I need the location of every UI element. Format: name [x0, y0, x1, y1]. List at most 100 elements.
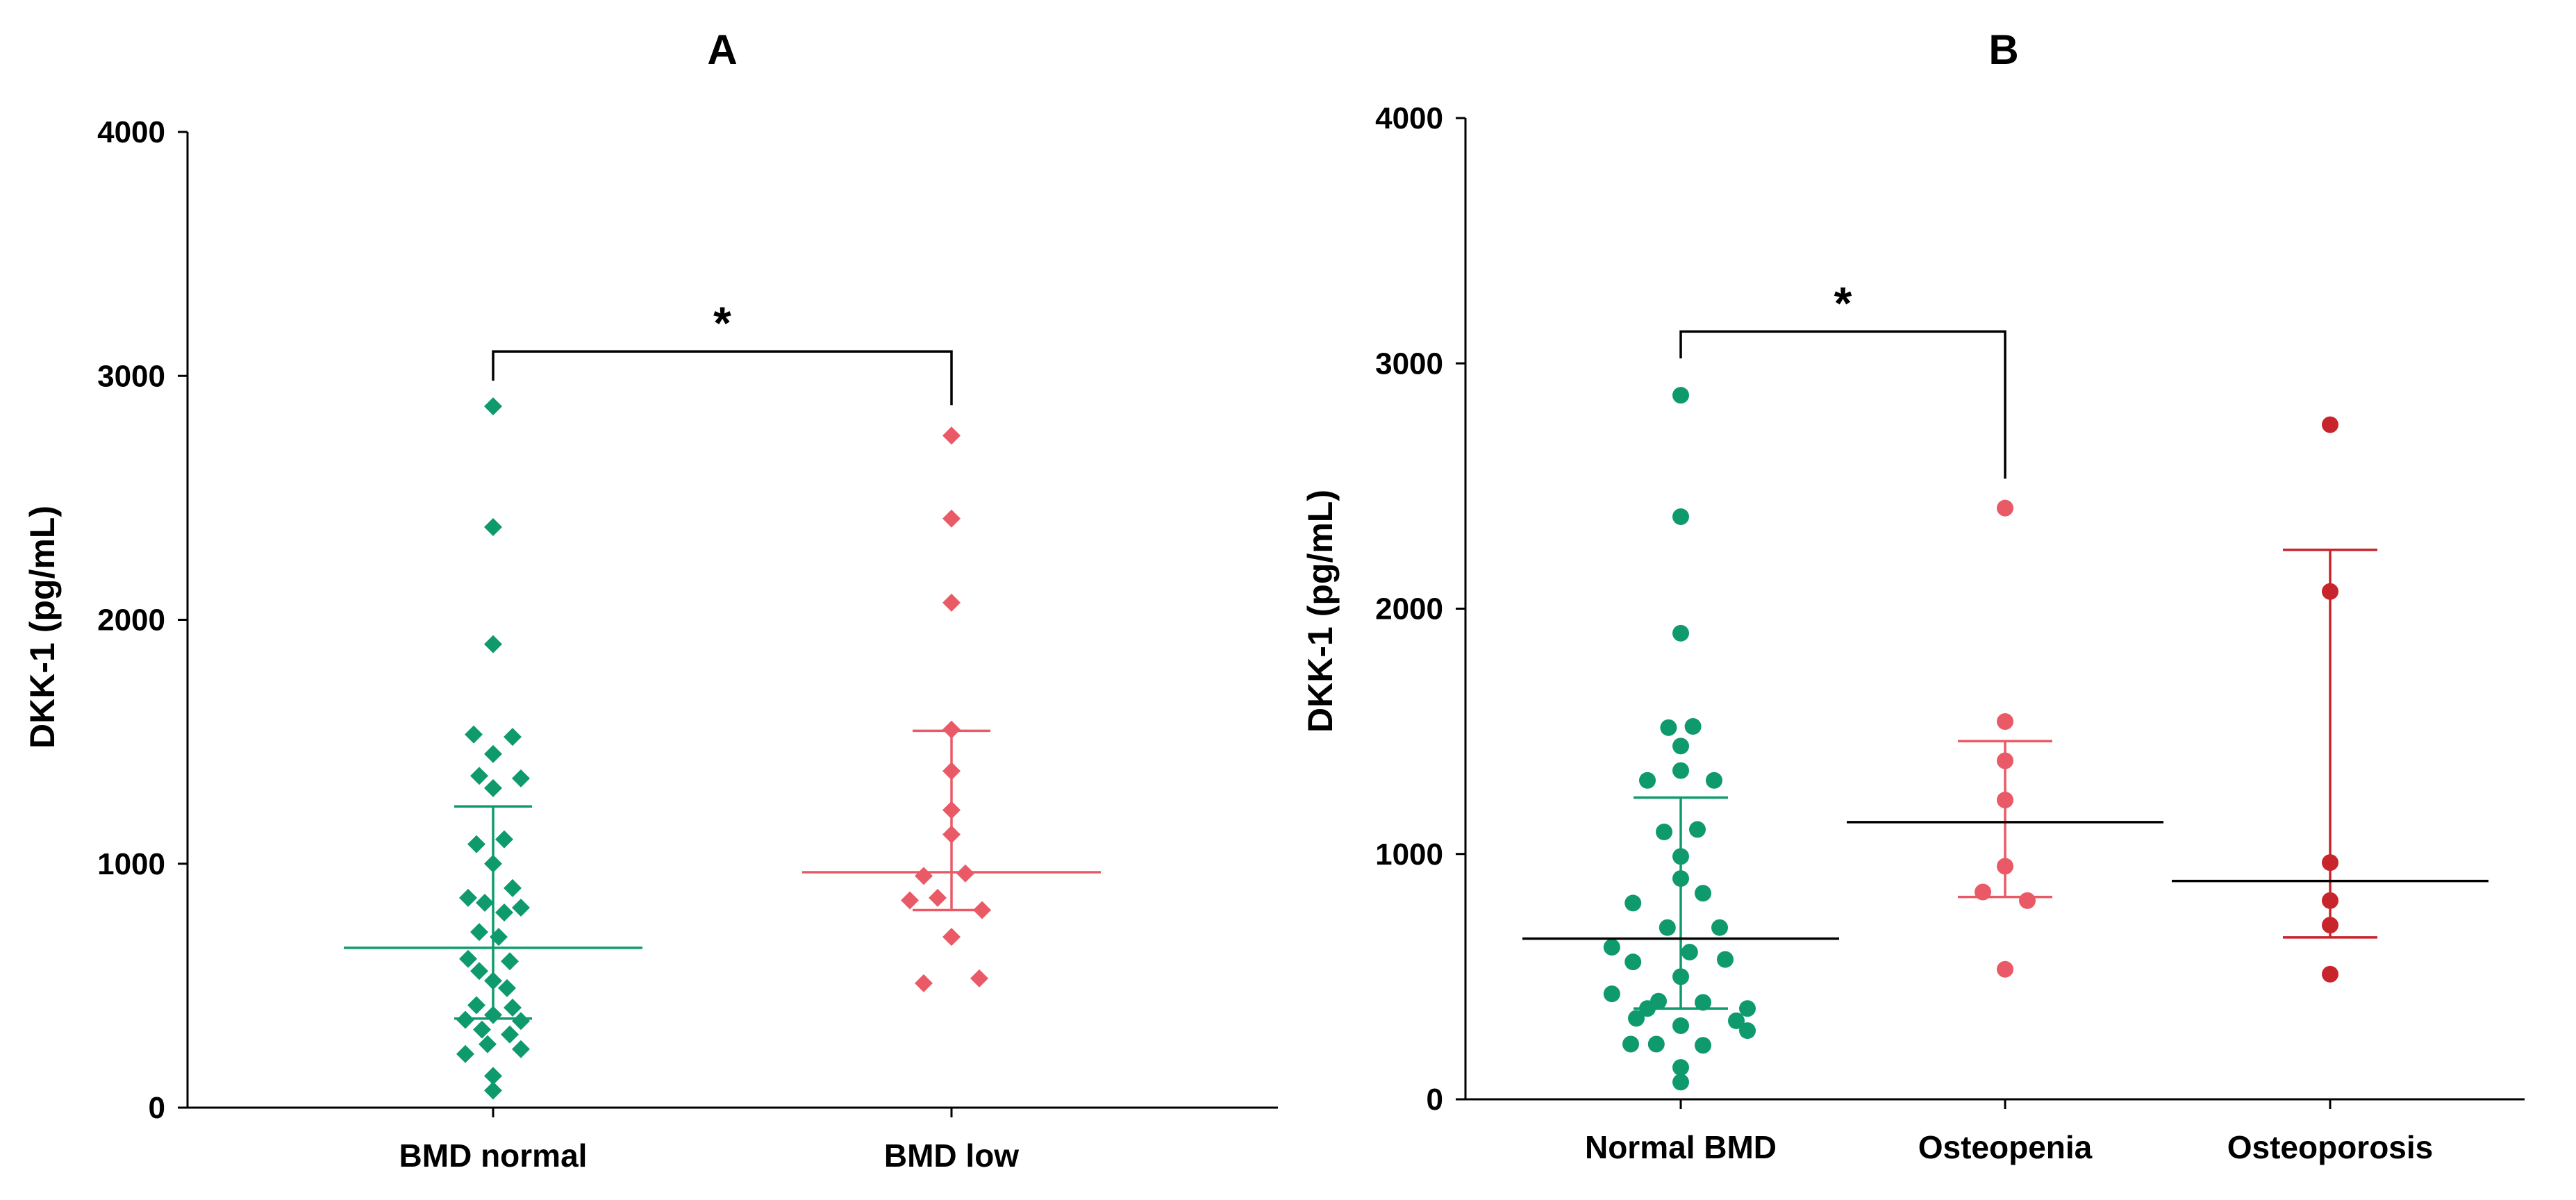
data-point — [512, 769, 530, 788]
data-point — [1672, 738, 1689, 755]
data-point — [504, 998, 522, 1017]
data-point — [1717, 951, 1734, 968]
data-point — [942, 426, 961, 445]
data-point — [465, 725, 483, 744]
data-point — [1728, 1012, 1745, 1029]
data-point — [1603, 985, 1620, 1003]
data-point — [1622, 1035, 1639, 1053]
data-point — [942, 509, 961, 528]
panel-b-y-tick-label: 0 — [1427, 1083, 1443, 1117]
data-point — [1689, 821, 1706, 838]
panel-b-category-label: Normal BMD — [1585, 1129, 1777, 1165]
data-point — [470, 767, 488, 785]
data-point — [484, 1067, 502, 1085]
data-point — [1739, 1000, 1756, 1017]
data-point — [1711, 919, 1728, 936]
data-point — [1647, 1035, 1665, 1053]
data-point — [504, 728, 522, 747]
panel-b-series-normal-bmd — [1522, 387, 1839, 1091]
panel-b-y-tick-label: 1000 — [1375, 838, 1443, 872]
data-point — [467, 996, 485, 1015]
data-point — [956, 864, 974, 883]
panel-b-series-osteoporosis — [2172, 416, 2488, 983]
data-point — [1672, 1017, 1689, 1035]
data-point — [512, 1040, 530, 1058]
data-point — [942, 593, 961, 612]
data-point — [901, 891, 919, 910]
panel-a-category-label: BMD low — [884, 1138, 1019, 1174]
data-point — [512, 1012, 530, 1031]
data-point — [456, 1044, 474, 1063]
panel-b-category-label: Osteopenia — [1918, 1129, 2093, 1165]
panel-b-significance-bracket — [1679, 330, 2006, 479]
data-point — [1672, 508, 1689, 526]
data-point — [2322, 416, 2338, 433]
data-point — [476, 893, 494, 912]
chart-panel-a: A DKK-1 (pg/mL) 0 1000 2000 3000 4000 BMD nor… — [23, 26, 1278, 1174]
data-point — [1672, 762, 1689, 779]
panel-a-title: A — [707, 26, 737, 73]
panel-a-y-axis-label: DKK-1 (pg/mL) — [23, 506, 62, 749]
panel-a-y-tick-label: 3000 — [97, 359, 165, 393]
data-point — [459, 949, 477, 968]
data-point — [484, 1081, 502, 1100]
data-point — [504, 878, 522, 897]
data-point — [495, 830, 513, 849]
data-point — [1659, 919, 1676, 936]
panel-a-series-bmd-low — [802, 426, 1101, 992]
data-point — [1639, 772, 1656, 789]
data-point — [1672, 387, 1689, 404]
data-point — [1624, 894, 1642, 912]
data-point — [1624, 953, 1642, 971]
data-point — [467, 835, 485, 853]
data-point — [970, 969, 988, 988]
data-point — [501, 1025, 519, 1044]
data-point — [2322, 965, 2338, 983]
data-point — [929, 888, 947, 907]
data-point — [942, 928, 961, 947]
data-point — [470, 923, 488, 942]
data-point — [1656, 823, 1672, 840]
data-point — [484, 744, 502, 763]
panel-a-significance-label: * — [713, 297, 731, 349]
data-point — [512, 898, 530, 917]
data-point — [1695, 1037, 1711, 1054]
data-point — [484, 518, 502, 537]
data-point — [915, 867, 933, 885]
data-point — [456, 1010, 474, 1029]
data-point — [484, 397, 502, 416]
data-point — [1672, 624, 1689, 642]
data-point — [470, 962, 488, 981]
data-point — [1695, 885, 1711, 902]
panel-b-y-tick-label: 3000 — [1375, 347, 1443, 381]
data-point — [473, 1020, 491, 1039]
data-point — [1997, 499, 2013, 517]
data-point — [1672, 1074, 1689, 1091]
data-point — [501, 952, 519, 971]
data-point — [2019, 892, 2036, 909]
panel-a-y-tick-label: 0 — [149, 1091, 165, 1125]
chart-panel-b: B DKK-1 (pg/mL) 0 1000 2000 3000 4000 Normal … — [1301, 26, 2525, 1165]
data-point — [479, 1035, 497, 1053]
data-point — [495, 903, 513, 922]
data-point — [1672, 1059, 1689, 1076]
data-point — [915, 974, 933, 992]
panel-b-title: B — [1988, 26, 2018, 73]
panel-a-category-label: BMD normal — [399, 1138, 588, 1174]
data-point — [484, 778, 502, 797]
panel-b-series-osteopenia — [1847, 499, 2163, 978]
data-point — [942, 720, 961, 739]
data-point — [1997, 712, 2013, 730]
data-point — [1681, 944, 1698, 961]
panel-b-y-tick-label: 4000 — [1375, 101, 1443, 135]
panel-a-y-tick-label: 4000 — [97, 115, 165, 149]
panel-a-significance-bracket — [492, 350, 953, 406]
data-point — [498, 978, 516, 997]
data-point — [1695, 994, 1711, 1011]
panel-a-y-tick-label: 1000 — [97, 847, 165, 881]
data-point — [484, 635, 502, 653]
panel-b-y-axis-label: DKK-1 (pg/mL) — [1301, 490, 1340, 733]
data-point — [1739, 1022, 1756, 1040]
